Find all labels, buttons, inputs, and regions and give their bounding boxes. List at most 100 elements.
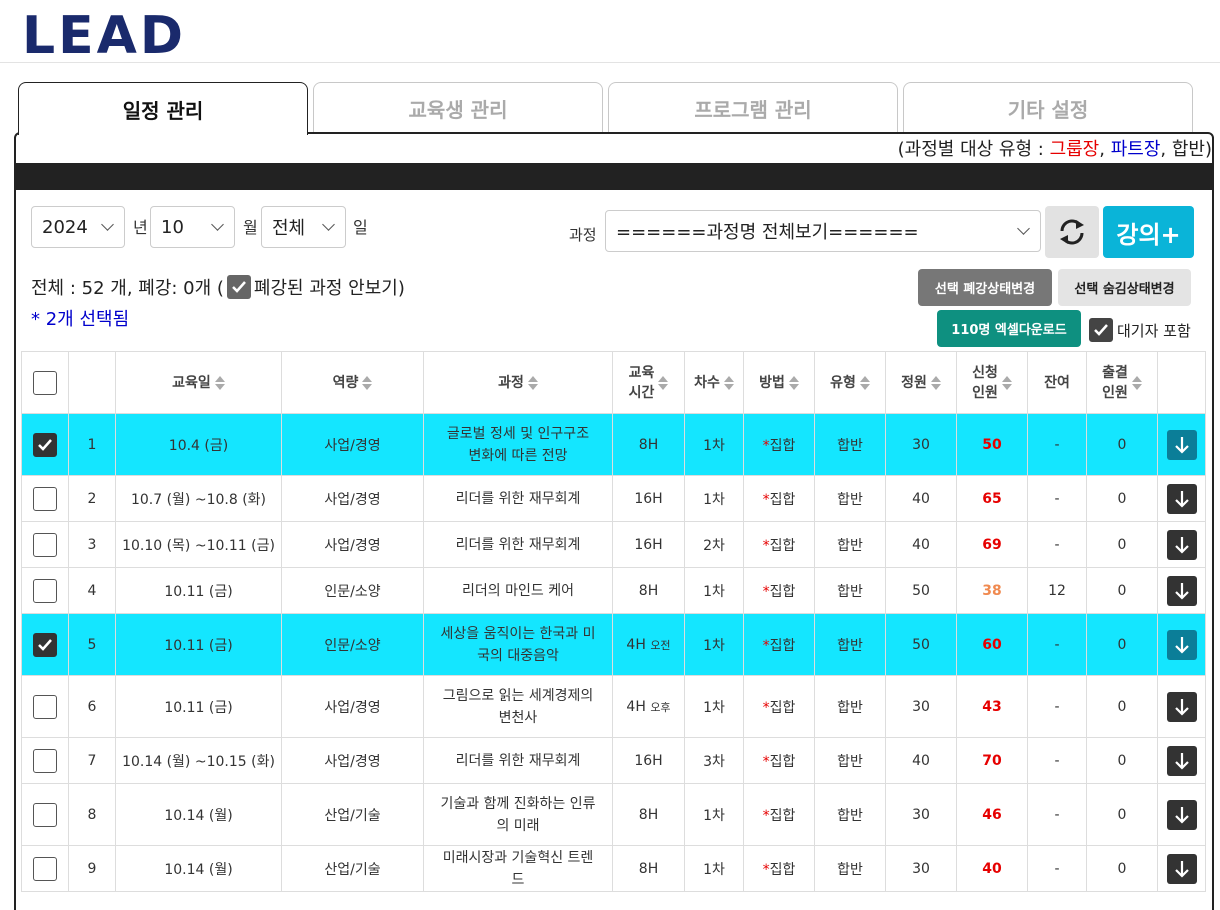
row-checkbox[interactable]: [33, 632, 57, 657]
legend-suffix: ): [1204, 139, 1212, 160]
header-area[interactable]: 역량: [281, 351, 424, 414]
table-row[interactable]: 4 10.11 (금) 인문/소양 리더의 마인드 케어 8H 1차 *집합 합반 50 38 1…: [21, 567, 1206, 614]
row-course[interactable]: 리더를 위한 재무회계: [423, 475, 613, 522]
row-download-button[interactable]: [1166, 483, 1197, 514]
row-download-button[interactable]: [1166, 853, 1197, 884]
row-course[interactable]: 그림으로 읽는 세계경제의 변천사: [423, 675, 613, 738]
row-course[interactable]: 미래시장과 기술혁신 트렌드: [423, 845, 613, 892]
row-checkbox[interactable]: [33, 856, 57, 881]
header-method[interactable]: 방법: [743, 351, 815, 414]
row-course[interactable]: 세상을 움직이는 한국과 미국의 대중음악: [423, 613, 613, 676]
header-applied[interactable]: 신청 인원: [956, 351, 1028, 414]
add-lecture-button[interactable]: 강의+: [1103, 206, 1194, 258]
hours-value: 4H: [626, 698, 646, 715]
header-label: 교육 시간: [628, 364, 655, 401]
row-capacity: 30: [885, 783, 957, 846]
row-date: 10.10 (목) ~10.11 (금): [115, 521, 282, 568]
table-row[interactable]: 6 10.11 (금) 사업/경영 그림으로 읽는 세계경제의 변천사 4H 오후 1차 *…: [21, 675, 1206, 738]
section-bar: [16, 163, 1212, 190]
change-close-status-button[interactable]: 선택 폐강상태변경: [918, 269, 1052, 306]
sort-icon: [1001, 375, 1012, 390]
row-remaining: -: [1027, 475, 1087, 522]
header-capacity[interactable]: 정원: [885, 351, 957, 414]
excel-download-button[interactable]: 110명 엑셀다운로드: [937, 310, 1081, 347]
change-hide-status-button[interactable]: 선택 숨김상태변경: [1058, 269, 1191, 306]
header-attendance[interactable]: 출결 인원: [1086, 351, 1158, 414]
course-select[interactable]: ======과정명 전체보기======: [605, 210, 1041, 252]
row-attendance: 0: [1086, 413, 1158, 476]
row-course[interactable]: 리더를 위한 재무회계: [423, 521, 613, 568]
table-row[interactable]: 7 10.14 (월) ~10.15 (화) 사업/경영 리더를 위한 재무회계 16H…: [21, 737, 1206, 784]
header-date[interactable]: 교육일: [115, 351, 282, 414]
row-checkbox[interactable]: [33, 694, 57, 719]
table-row[interactable]: 5 10.11 (금) 인문/소양 세상을 움직이는 한국과 미국의 대중음악 4H 오…: [21, 613, 1206, 676]
header-round[interactable]: 차수: [684, 351, 744, 414]
sort-icon: [859, 375, 870, 390]
row-date: 10.11 (금): [115, 675, 282, 738]
header-course[interactable]: 과정: [423, 351, 613, 414]
hide-closed-checkbox[interactable]: [226, 275, 251, 299]
table-row[interactable]: 2 10.7 (월) ~10.8 (화) 사업/경영 리더를 위한 재무회계 16H 1…: [21, 475, 1206, 522]
row-method: *집합: [743, 845, 815, 892]
row-round: 1차: [684, 413, 744, 476]
row-applied[interactable]: 50: [956, 413, 1028, 476]
select-all-checkbox[interactable]: [33, 370, 57, 395]
row-applied[interactable]: 46: [956, 783, 1028, 846]
row-type: 합반: [814, 413, 886, 476]
legend-part: 파트장: [1110, 139, 1161, 160]
row-actions: [1157, 613, 1206, 676]
row-applied[interactable]: 40: [956, 845, 1028, 892]
row-hours: 8H: [612, 567, 685, 614]
row-checkbox[interactable]: [33, 578, 57, 603]
row-applied[interactable]: 60: [956, 613, 1028, 676]
row-checkbox[interactable]: [33, 432, 57, 457]
row-course[interactable]: 기술과 함께 진화하는 인류의 미래: [423, 783, 613, 846]
header-hours[interactable]: 교육 시간: [612, 351, 685, 414]
table-row[interactable]: 1 10.4 (금) 사업/경영 글로벌 정세 및 인구구조 변화에 따른 전망 8H …: [21, 413, 1206, 476]
row-applied[interactable]: 43: [956, 675, 1028, 738]
row-actions: [1157, 783, 1206, 846]
month-select[interactable]: 10: [150, 206, 235, 248]
row-applied[interactable]: 70: [956, 737, 1028, 784]
row-course[interactable]: 글로벌 정세 및 인구구조 변화에 따른 전망: [423, 413, 613, 476]
row-course[interactable]: 리더의 마인드 케어: [423, 567, 613, 614]
tab-schedule[interactable]: 일정 관리: [18, 82, 308, 135]
year-select[interactable]: 2024: [31, 206, 125, 248]
tab-students[interactable]: 교육생 관리: [313, 82, 603, 134]
refresh-button[interactable]: [1045, 206, 1099, 258]
hours-value: 8H: [638, 436, 659, 453]
day-select[interactable]: 전체: [261, 206, 346, 248]
table-row[interactable]: 3 10.10 (목) ~10.11 (금) 사업/경영 리더를 위한 재무회계 16H…: [21, 521, 1206, 568]
table-row[interactable]: 9 10.14 (월) 산업/기술 미래시장과 기술혁신 트렌드 8H 1차 *집합 합반 3…: [21, 845, 1206, 892]
row-date: 10.7 (월) ~10.8 (화): [115, 475, 282, 522]
row-course[interactable]: 리더를 위한 재무회계: [423, 737, 613, 784]
row-download-button[interactable]: [1166, 429, 1197, 460]
row-applied[interactable]: 65: [956, 475, 1028, 522]
row-attendance: 0: [1086, 783, 1158, 846]
row-capacity: 30: [885, 413, 957, 476]
row-download-button[interactable]: [1166, 799, 1197, 830]
include-waitlist: 대기자 포함: [1089, 318, 1191, 342]
row-download-button[interactable]: [1166, 529, 1197, 560]
row-download-button[interactable]: [1166, 575, 1197, 606]
row-download-button[interactable]: [1166, 691, 1197, 722]
row-checkbox[interactable]: [33, 532, 57, 557]
table-row[interactable]: 8 10.14 (월) 산업/기술 기술과 함께 진화하는 인류의 미래 8H 1차 *집…: [21, 783, 1206, 846]
header-type[interactable]: 유형: [814, 351, 886, 414]
row-download-button[interactable]: [1166, 745, 1197, 776]
legend-group: 그룹장: [1049, 139, 1100, 160]
tab-settings[interactable]: 기타 설정: [903, 82, 1193, 134]
row-date: 10.14 (월) ~10.15 (화): [115, 737, 282, 784]
row-checkbox[interactable]: [33, 748, 57, 773]
row-checkbox[interactable]: [33, 486, 57, 511]
row-checkbox[interactable]: [33, 802, 57, 827]
row-applied[interactable]: 69: [956, 521, 1028, 568]
include-waitlist-checkbox[interactable]: [1089, 318, 1113, 342]
row-select-cell: [21, 567, 69, 614]
tab-programs[interactable]: 프로그램 관리: [608, 82, 898, 134]
row-applied[interactable]: 38: [956, 567, 1028, 614]
row-download-button[interactable]: [1166, 629, 1197, 660]
row-date: 10.14 (월): [115, 783, 282, 846]
row-hours: 8H: [612, 413, 685, 476]
method-value: 집합: [769, 753, 796, 770]
